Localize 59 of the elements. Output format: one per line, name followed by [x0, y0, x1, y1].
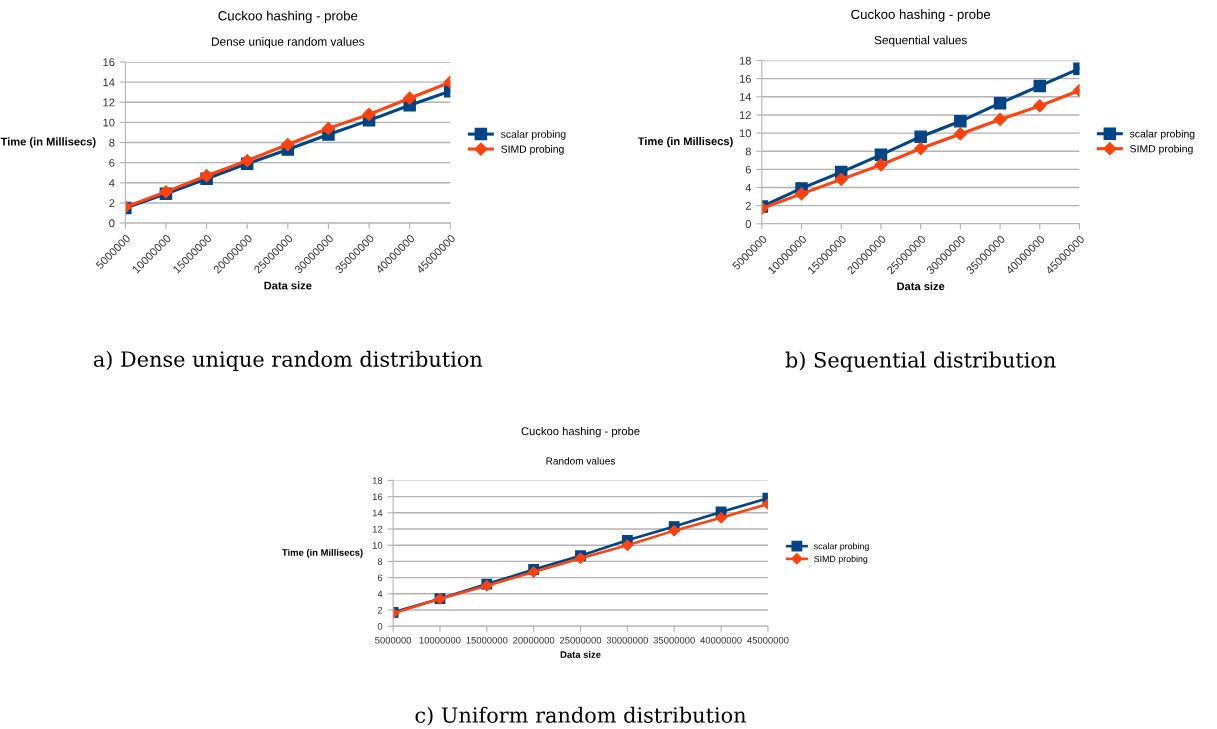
x-tick-label: 20000000 — [513, 636, 555, 644]
text: a) Dense unique random distribution — [93, 350, 483, 372]
x-axis-title: Data size — [560, 650, 601, 658]
x-tick-label: 5000000 — [375, 636, 412, 644]
y-tick-label: 0 — [377, 623, 383, 630]
legend-label: scalar probing — [1129, 129, 1195, 140]
legend-label: SIMD probing — [1130, 144, 1193, 155]
chart-title: Cuckoo hashing - probe — [521, 426, 640, 438]
y-tick-label: 8 — [109, 138, 115, 147]
chart-subtitle: Random values — [546, 457, 616, 465]
y-tick-label: 4 — [109, 179, 115, 187]
chart-title: Cuckoo hashing - probe — [218, 10, 358, 24]
y-tick-label: 16 — [372, 493, 383, 501]
x-tick-label: 15000000 — [466, 636, 508, 644]
x-tick-label: 45000000 — [747, 636, 789, 644]
y-tick-label: 10 — [739, 129, 751, 138]
x-tick-label: 35000000 — [653, 636, 695, 644]
chart-subtitle: Dense unique random values — [212, 37, 365, 49]
y-tick-label: 12 — [372, 525, 383, 533]
y-tick-label: 16 — [739, 74, 751, 83]
y-tick-label: 2 — [109, 199, 115, 207]
x-tick-label: 40000000 — [700, 636, 742, 644]
y-tick-label: 10 — [372, 542, 383, 549]
y-tick-label: 4 — [377, 590, 383, 598]
y-tick-label: 12 — [739, 111, 751, 119]
y-tick-label: 8 — [377, 558, 383, 565]
chart-title: Cuckoo hashing - probe — [851, 9, 991, 22]
y-tick-label: 18 — [739, 56, 751, 65]
y-tick-label: 14 — [103, 78, 115, 87]
y-tick-label: 12 — [103, 98, 115, 107]
y-tick-label: 14 — [739, 93, 752, 101]
y-axis-title: Time (in Millisecs) — [282, 548, 363, 558]
y-tick-label: 16 — [103, 58, 115, 67]
y-axis-title: Time (in Millisecs) — [637, 136, 733, 148]
y-tick-label: 6 — [109, 158, 115, 167]
x-axis-title: Data size — [264, 281, 312, 290]
y-tick-label: 2 — [745, 201, 751, 210]
x-tick-label: 30000000 — [606, 636, 649, 644]
text: b) Sequential distribution — [785, 351, 1056, 372]
y-tick-label: 2 — [377, 606, 383, 614]
x-tick-label: 10000000 — [419, 636, 461, 644]
y-tick-label: 10 — [103, 118, 115, 127]
chart-subtitle: Sequential values — [874, 35, 967, 47]
legend-label: SIMD probing — [814, 555, 868, 564]
y-tick-label: 4 — [745, 183, 752, 192]
y-tick-label: 6 — [745, 165, 751, 174]
y-tick-label: 14 — [372, 509, 383, 517]
legend-label: SIMD probing — [501, 145, 564, 155]
x-tick-label: 25000000 — [559, 636, 602, 644]
text: c) Uniform random distribution — [415, 706, 746, 726]
y-tick-label: 6 — [377, 574, 383, 582]
y-axis-title: Time (in Millisecs) — [0, 137, 96, 148]
y-tick-label: 18 — [372, 477, 383, 484]
y-tick-label: 0 — [109, 219, 115, 228]
legend-label: scalar probing — [500, 130, 566, 140]
legend-label: scalar probing — [813, 542, 869, 552]
x-axis-title: Data size — [897, 282, 945, 291]
y-tick-label: 8 — [745, 147, 751, 156]
y-tick-label: 0 — [745, 220, 751, 228]
